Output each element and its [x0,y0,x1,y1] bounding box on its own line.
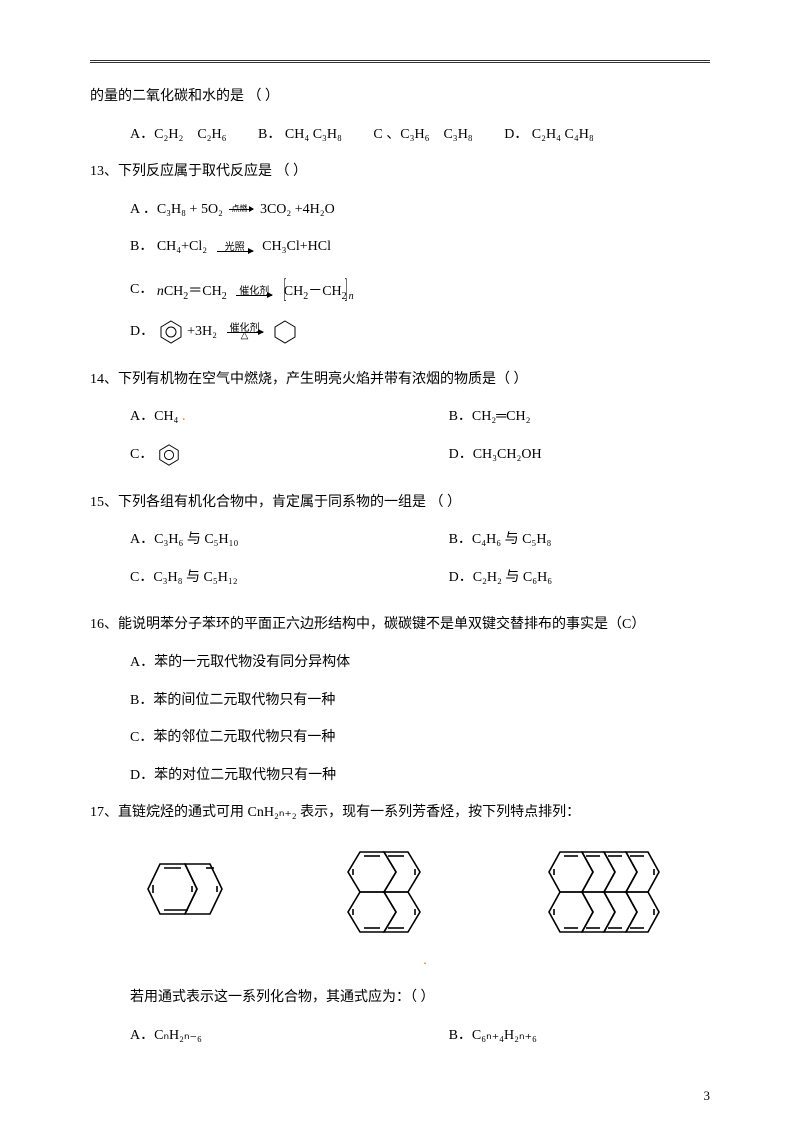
benzene-icon [157,443,181,467]
q17-structures [90,834,720,944]
q14-stem: 14、下列有机物在空气中燃烧，产生明亮火焰并带有浓烟的物质是（ ） [90,363,720,397]
benzene-icon [158,319,184,345]
q13-stem: 13、下列反应属于取代反应是 （ ） [90,155,720,189]
pyrene-icon [310,844,460,934]
page-number: 3 [704,1088,711,1104]
q13c-label: C． [130,282,153,297]
q12-opt-a: A．C₂H₂ C₂H₆ [130,127,227,142]
orange-dot-icon: . [423,953,427,968]
q13-opt-d: D． +3H₂ 催化剂 △ [90,315,720,349]
q13d-mid: +3H₂ [187,324,217,339]
q17-opt-a: A．CₙH₂ₙ₋₆ [130,1019,449,1053]
q17-stem: 17、直链烷烃的通式可用 CnH₂ₙ₊₂ 表示，现有一系列芳香烃，按下列特点排列… [90,796,720,830]
q15-opt-d: D．C₂H₂ 与 C₆H₆ [449,561,720,595]
hexa-fused-icon [520,844,710,934]
q14-opt-a: A．CH₄ . [130,400,449,434]
q16-opt-b: B．苯的间位二元取代物只有一种 [90,684,720,718]
q17-tail: 若用通式表示这一系列化合物，其通式应为：（ ） [90,981,720,1015]
q13c-formula: nCH2＝CH2 催化剂 [CH2－CH2]n [157,268,354,311]
q13-opt-b: B． CH₄+Cl₂ 光照 CH₃Cl+HCl [90,230,720,264]
q16-opt-d: D．苯的对位二元取代物只有一种 [90,759,720,793]
arrow-icon: 催化剂 △ [227,324,263,339]
q12-opt-c: C 、C₃H₆ C₃H₈ [373,127,472,142]
naphthalene-icon [130,854,250,924]
q13b-pre: B． CH₄+Cl₂ [130,239,207,254]
arrow-label: 点燃 [231,199,247,218]
arrow-icon: 催化剂 [236,287,272,296]
q13a-post: 3CO₂ +4H₂O [260,202,335,217]
q13-opt-a: A ．C₃H₈ + 5O₂ 点燃 3CO₂ +4H₂O [90,193,720,227]
q15-opt-a: A．C₃H₆ 与 C₅H₁₀ [130,523,449,557]
q14-opt-d: D．CH₃CH₂OH [449,438,720,472]
cyclohexane-icon [272,319,298,345]
q16-opt-a: A．苯的一元取代物没有同分异构体 [90,646,720,680]
q12-opt-b: B． CH₄ C₃H₈ [258,127,342,142]
q14-opt-b: B．CH₂═CH₂ [449,400,720,434]
q17-opt-b: B．C₆ₙ₊₄H₂ₙ₊₆ [449,1019,720,1053]
q16-stem: 16、能说明苯分子苯环的平面正六边形结构中，碳碳键不是单双键交替排布的事实是（C… [90,608,720,642]
q13-opt-c: C． nCH2＝CH2 催化剂 [CH2－CH2]n [90,268,720,311]
arrow-icon: 光照 [217,243,253,252]
arrow-icon: 点燃 [229,209,253,210]
q15-opt-c: C．C₃H₈ 与 C₅H₁₂ [130,561,449,595]
q12-opt-d: D． C₂H₄ C₄H₈ [504,127,594,142]
orange-dot-icon: . [182,409,186,424]
q14-opt-c: C． [130,438,449,472]
q15-opt-b: B．C₄H₆ 与 C₅H₈ [449,523,720,557]
q13a-pre: A ．C₃H₈ + 5O₂ [130,202,223,217]
q12-text-trail: 的量的二氧化碳和水的是 （ ） [90,80,720,114]
q13b-post: CH₃Cl+HCl [262,239,331,254]
q13d-label: D． [130,324,154,339]
q12-options: A．C₂H₂ C₂H₆ B． CH₄ C₃H₈ C 、C₃H₆ C₃H₈ D． … [90,118,720,152]
q16-opt-c: C．苯的邻位二元取代物只有一种 [90,721,720,755]
q15-stem: 15、下列各组有机化合物中，肯定属于同系物的一组是 （ ） [90,486,720,520]
